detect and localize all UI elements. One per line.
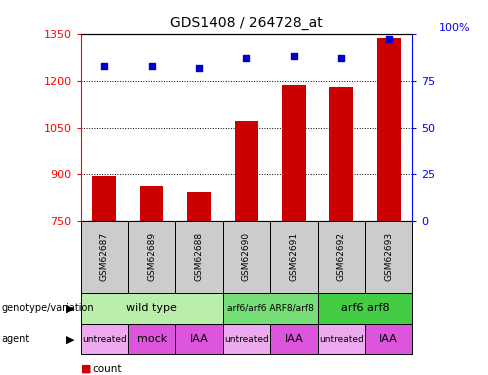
Text: IAA: IAA [285, 334, 303, 344]
Text: GSM62693: GSM62693 [384, 232, 393, 281]
Point [290, 53, 298, 59]
Text: ▶: ▶ [65, 334, 74, 344]
Bar [140, 186, 163, 221]
Bar [235, 121, 258, 221]
Text: agent: agent [1, 334, 30, 344]
Text: IAA: IAA [190, 334, 208, 344]
Title: GDS1408 / 264728_at: GDS1408 / 264728_at [170, 16, 323, 30]
Text: GSM62687: GSM62687 [100, 232, 109, 281]
Bar [329, 87, 353, 221]
Text: GSM62691: GSM62691 [289, 232, 298, 281]
Text: ■: ■ [81, 364, 91, 374]
Text: 100%: 100% [439, 23, 470, 33]
Point [337, 55, 345, 61]
Bar [282, 86, 305, 221]
Point [243, 55, 250, 61]
Bar [377, 39, 401, 221]
Text: ▶: ▶ [65, 303, 74, 313]
Text: GSM62689: GSM62689 [147, 232, 156, 281]
Text: untreated: untreated [224, 335, 269, 344]
Bar [187, 192, 211, 221]
Point [148, 63, 156, 69]
Text: GSM62692: GSM62692 [337, 232, 346, 281]
Text: GSM62690: GSM62690 [242, 232, 251, 281]
Text: IAA: IAA [379, 334, 398, 344]
Bar [92, 176, 116, 221]
Point [101, 63, 108, 69]
Point [385, 36, 392, 42]
Text: wild type: wild type [126, 303, 177, 313]
Point [195, 64, 203, 70]
Text: arf6/arf6 ARF8/arf8: arf6/arf6 ARF8/arf8 [227, 304, 314, 313]
Text: untreated: untreated [319, 335, 364, 344]
Text: mock: mock [137, 334, 167, 344]
Text: genotype/variation: genotype/variation [1, 303, 94, 313]
Text: arf6 arf8: arf6 arf8 [341, 303, 389, 313]
Text: GSM62688: GSM62688 [195, 232, 203, 281]
Text: untreated: untreated [82, 335, 126, 344]
Text: count: count [93, 364, 122, 374]
